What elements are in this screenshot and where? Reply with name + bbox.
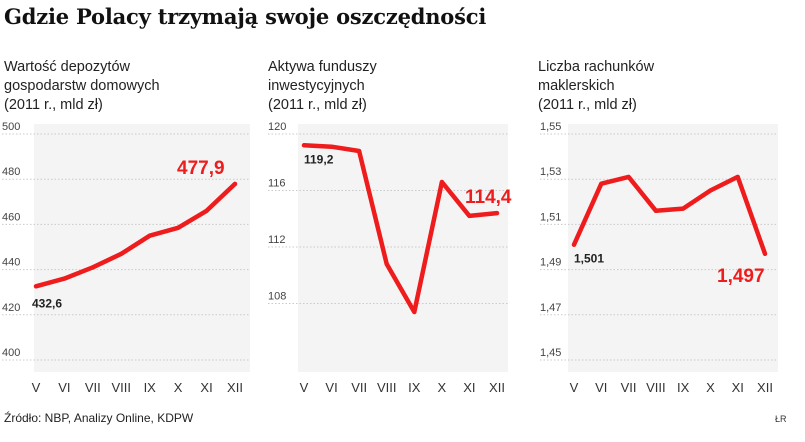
- last-value-label: 1,497: [717, 266, 765, 287]
- panel-title-line: inwestycyjnych: [268, 78, 365, 94]
- data-point: [439, 180, 444, 185]
- y-tick-label: 1,55: [540, 121, 561, 133]
- data-point: [90, 265, 95, 270]
- data-point: [233, 181, 237, 186]
- panel-title-line: Wartość depozytów: [4, 59, 130, 75]
- x-tick-label: VIII: [112, 380, 132, 395]
- x-tick-label: X: [174, 380, 183, 395]
- panel-title-line: maklerskich: [538, 78, 615, 94]
- x-tick-label: XII: [489, 380, 505, 395]
- series-line: [33, 181, 238, 289]
- data-point: [572, 242, 576, 247]
- data-point: [681, 206, 686, 211]
- data-point: [412, 309, 417, 314]
- series-line: [571, 174, 768, 257]
- y-tick-label: 120: [268, 121, 286, 133]
- x-tick-label: IX: [408, 380, 421, 395]
- panel-title-funds: Aktywa funduszy inwestycyjnych (2011 r.,…: [268, 58, 377, 115]
- first-value-label: 1,501: [574, 252, 604, 266]
- data-point: [119, 251, 124, 256]
- author-credit: ŁR: [775, 414, 787, 424]
- y-tick-label: 1,51: [540, 211, 561, 223]
- panel-title-line: gospodarstw domowych: [4, 78, 160, 94]
- x-tick-label: VII: [621, 380, 637, 395]
- x-tick-label: VI: [58, 380, 70, 395]
- data-point: [467, 213, 472, 218]
- x-tick-label: V: [32, 380, 41, 395]
- data-point: [708, 188, 713, 193]
- series-line: [301, 143, 500, 315]
- data-point: [62, 276, 67, 281]
- x-tick-label: V: [570, 380, 579, 395]
- plot-background: [568, 124, 778, 372]
- data-point: [599, 181, 604, 186]
- data-point: [204, 208, 209, 213]
- first-value-label: 432,6: [32, 296, 62, 310]
- x-tick-label: XII: [757, 380, 773, 395]
- x-tick-label: VII: [85, 380, 101, 395]
- data-point: [329, 144, 334, 149]
- panel-title-accounts: Liczba rachunków maklerskich (2011 r., m…: [538, 58, 654, 115]
- y-tick-label: 460: [2, 211, 20, 223]
- y-tick-label: 480: [2, 166, 20, 178]
- data-point: [384, 261, 389, 266]
- data-point: [495, 211, 499, 216]
- y-tick-label: 116: [268, 178, 286, 190]
- y-tick-label: 108: [268, 291, 286, 303]
- panel-title-line: (2011 r., mld zł): [4, 97, 103, 113]
- infographic-title: Gdzie Polacy trzymają swoje oszczędności: [4, 4, 487, 29]
- x-tick-label: X: [706, 380, 715, 395]
- x-tick-label: X: [438, 380, 447, 395]
- x-tick-label: XII: [227, 380, 243, 395]
- source-note: Źródło: NBP, Analizy Online, KDPW: [4, 411, 194, 425]
- x-tick-label: XI: [463, 380, 475, 395]
- x-tick-label: VIII: [377, 380, 397, 395]
- last-value-label: 477,9: [177, 158, 225, 179]
- x-tick-label: VI: [595, 380, 607, 395]
- first-value-label: 119,2: [304, 152, 334, 166]
- x-tick-label: IX: [144, 380, 157, 395]
- y-tick-label: 112: [268, 234, 286, 246]
- panel-title-line: (2011 r., mld zł): [268, 97, 367, 113]
- data-point: [176, 225, 181, 230]
- x-tick-label: VII: [351, 380, 367, 395]
- panel-title-line: Aktywa funduszy: [268, 59, 377, 75]
- x-tick-label: XI: [200, 380, 212, 395]
- x-tick-label: VIII: [646, 380, 666, 395]
- data-point: [653, 208, 658, 213]
- data-point: [763, 251, 767, 256]
- y-tick-label: 1,47: [540, 302, 561, 314]
- data-point: [302, 143, 306, 148]
- data-point: [147, 233, 152, 238]
- y-tick-label: 1,49: [540, 257, 561, 269]
- data-point: [34, 284, 38, 289]
- y-tick-label: 440: [2, 257, 20, 269]
- data-point: [626, 174, 631, 179]
- panel-title-line: Liczba rachunków: [538, 59, 655, 75]
- x-tick-label: VI: [325, 380, 337, 395]
- plot-background: [34, 124, 250, 372]
- x-tick-label: V: [300, 380, 309, 395]
- panel-title-deposits: Wartość depozytów gospodarstw domowych (…: [4, 58, 160, 115]
- y-tick-label: 400: [2, 347, 20, 359]
- x-tick-label: IX: [677, 380, 690, 395]
- y-tick-label: 420: [2, 302, 20, 314]
- y-tick-label: 1,53: [540, 166, 561, 178]
- x-tick-label: XI: [732, 380, 744, 395]
- y-tick-label: 1,45: [540, 347, 561, 359]
- data-point: [357, 148, 362, 153]
- data-point: [735, 174, 740, 179]
- last-value-label: 114,4: [465, 187, 512, 208]
- y-tick-label: 500: [2, 121, 20, 133]
- plot-background: [298, 124, 508, 372]
- panel-title-line: (2011 r., mld zł): [538, 97, 637, 113]
